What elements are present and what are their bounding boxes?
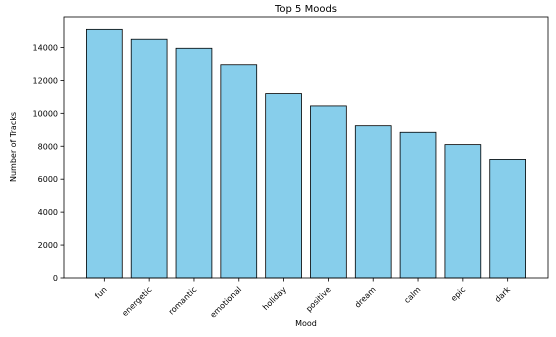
y-axis-label: Number of Tracks (9, 112, 18, 182)
y-tick-label: 10000 (33, 109, 58, 118)
x-tick-label: dream (353, 285, 378, 310)
x-axis: fun energetic romantic emotional holiday posi… (93, 278, 512, 320)
x-tick-label: emotional (209, 285, 244, 320)
y-tick-label: 8000 (38, 142, 58, 151)
y-tick-label: 2000 (38, 241, 58, 250)
plot-frame (63, 16, 549, 279)
x-axis-label: Mood (295, 319, 317, 328)
y-tick-label: 14000 (33, 43, 58, 52)
bar-dream (354, 125, 392, 279)
bar-holiday (265, 93, 302, 279)
bar-emotional (220, 64, 258, 279)
y-tick-label: 6000 (38, 175, 58, 184)
bar-energetic (130, 38, 168, 279)
x-tick-label: positive (304, 285, 333, 314)
bars-layer (86, 28, 526, 279)
bar-epic (444, 144, 482, 279)
x-tick-label: epic (449, 285, 467, 303)
y-tick-label: 0 (53, 274, 58, 283)
x-tick-label: fun (93, 285, 109, 301)
bar-romantic (175, 47, 213, 279)
bar-positive (310, 105, 347, 279)
x-tick-label: energetic (120, 285, 153, 318)
x-tick-label: dark (493, 285, 512, 304)
bar-dark (489, 159, 526, 279)
bar-fun (86, 28, 123, 279)
x-tick-label: calm (402, 285, 422, 305)
x-tick-label: romantic (167, 285, 198, 316)
y-tick-label: 4000 (38, 208, 58, 217)
bar-calm (399, 131, 437, 279)
y-tick-label: 12000 (33, 76, 58, 85)
chart-title: Top 5 Moods (274, 4, 337, 15)
y-axis: 0 2000 4000 6000 8000 10000 12000 14000 (33, 43, 64, 283)
x-tick-label: holiday (261, 285, 288, 312)
